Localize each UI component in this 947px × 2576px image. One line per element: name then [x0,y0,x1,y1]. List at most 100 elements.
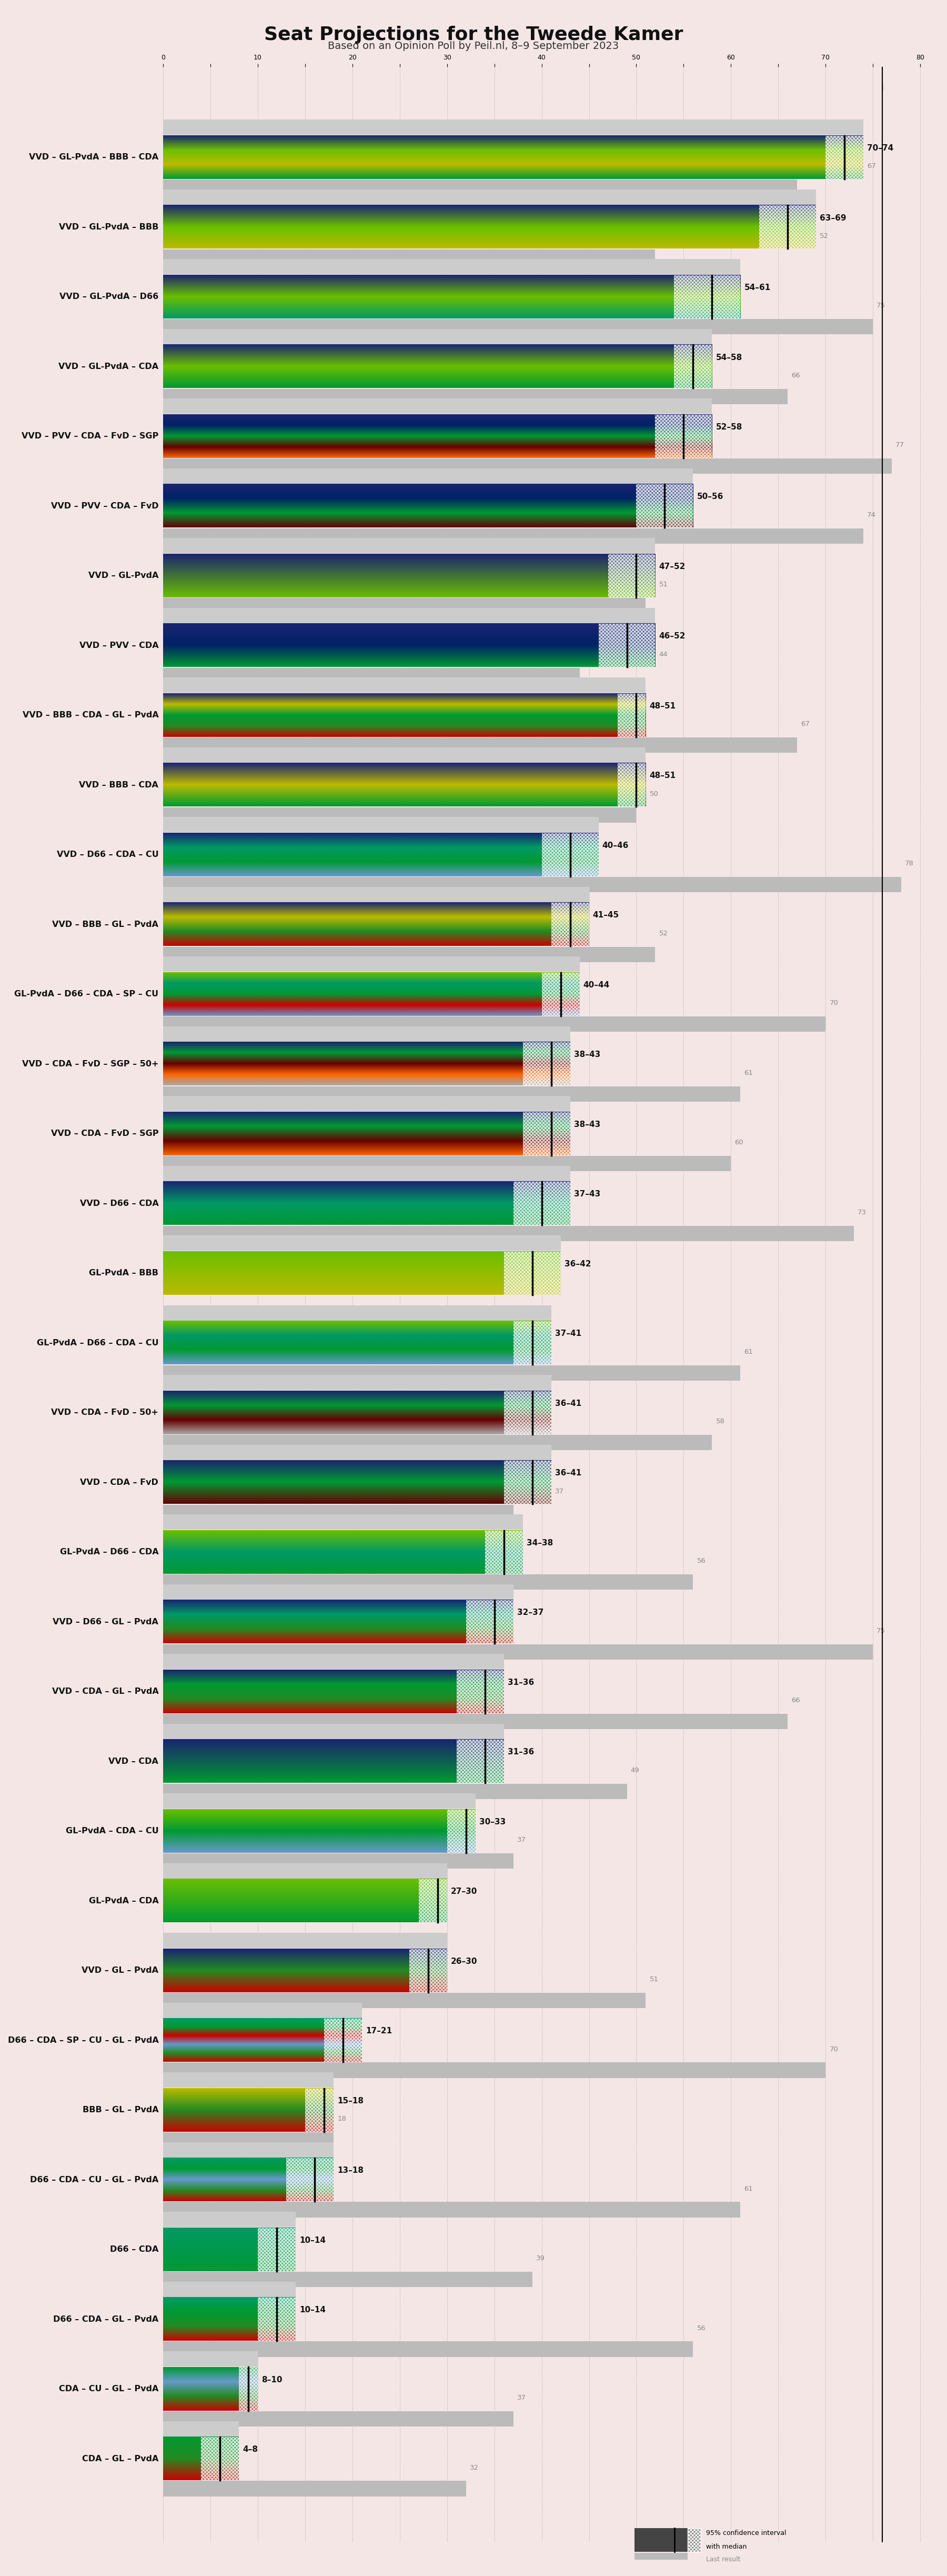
Text: 44: 44 [659,652,668,657]
Bar [163,747,646,762]
Bar [504,1252,561,1296]
Bar [163,1167,570,1180]
Bar [542,832,599,876]
Bar [163,817,599,832]
Text: 48–51: 48–51 [650,773,676,781]
Bar [542,832,599,876]
Text: 37: 37 [517,2396,526,2401]
Bar [447,1808,475,1852]
Bar [456,1739,504,1783]
Bar [409,1950,447,1991]
Text: 37: 37 [555,1489,563,1494]
Bar [258,2228,295,2272]
Bar [201,2437,239,2481]
Text: VVD – CDA – GL – PvdA: VVD – CDA – GL – PvdA [52,1687,158,1695]
Text: 4–8: 4–8 [242,2445,258,2452]
Bar [286,2159,333,2202]
Bar [826,137,864,178]
Text: 26–30: 26–30 [451,1958,477,1965]
Bar [655,415,712,459]
Text: 52: 52 [659,930,668,938]
Text: D66 – CDA – GL – PvdA: D66 – CDA – GL – PvdA [53,2316,158,2324]
Text: 73: 73 [858,1208,867,1216]
Text: CDA – CU – GL – PvdA: CDA – CU – GL – PvdA [59,2385,158,2393]
Text: 63–69: 63–69 [820,214,847,222]
Bar [759,206,816,250]
Text: VVD – GL-PvdA – BBB: VVD – GL-PvdA – BBB [59,224,158,232]
Bar [636,484,693,528]
Bar [163,469,693,484]
Text: GL-PvdA – CDA – CU: GL-PvdA – CDA – CU [65,1826,158,1834]
Text: VVD – CDA – FvD – SGP: VVD – CDA – FvD – SGP [51,1131,158,1139]
Text: VVD – PVV – CDA – FvD: VVD – PVV – CDA – FvD [51,502,158,510]
Bar [286,2159,333,2202]
Bar [163,1723,504,1739]
Bar [674,276,741,319]
Text: 15–18: 15–18 [337,2097,364,2105]
Text: 70: 70 [830,2045,838,2053]
Bar [485,1530,523,1574]
Bar [239,2367,258,2411]
Bar [163,667,580,683]
Bar [163,118,864,134]
Bar [163,1435,712,1450]
Text: 78: 78 [905,860,914,868]
Bar [163,2133,333,2148]
Text: 58: 58 [716,1419,724,1425]
Text: 52: 52 [820,232,829,240]
Bar [163,806,636,822]
Text: 77: 77 [896,443,904,448]
Bar [163,677,646,693]
Bar [409,1950,447,1991]
Text: 61: 61 [744,1347,753,1355]
Text: 39: 39 [536,2254,545,2262]
Bar [163,1852,513,1868]
Bar [163,876,902,891]
Text: GL-PvdA – D66 – CDA – CU: GL-PvdA – D66 – CDA – CU [37,1340,158,1347]
Text: 50–56: 50–56 [697,492,724,500]
Bar [542,974,580,1015]
Bar [163,1584,513,1600]
Text: 38–43: 38–43 [574,1051,600,1059]
Bar [163,459,892,474]
Bar [163,2481,466,2496]
Bar [163,1095,570,1110]
Bar [163,528,864,544]
Text: VVD – GL-PvdA: VVD – GL-PvdA [88,572,158,580]
Bar [674,276,741,319]
Bar [504,1252,561,1296]
Bar [258,2298,295,2342]
Text: 41–45: 41–45 [593,912,619,920]
Bar [634,2530,701,2550]
Text: 56: 56 [697,2324,706,2331]
Text: 10–14: 10–14 [299,2236,326,2244]
Bar [163,1783,627,1798]
Text: 60: 60 [735,1139,743,1146]
Bar [513,1182,570,1226]
Bar [163,1932,447,1947]
Text: 74: 74 [867,513,876,518]
Text: 70: 70 [830,999,838,1007]
Text: 61: 61 [744,2184,753,2192]
Text: 40–46: 40–46 [602,842,629,850]
Text: VVD – GL-PvdA – D66: VVD – GL-PvdA – D66 [60,294,158,301]
Text: 10–14: 10–14 [299,2306,326,2313]
Bar [523,1043,570,1084]
Text: 38–43: 38–43 [574,1121,600,1128]
Text: with median: with median [706,2543,747,2550]
Text: GL-PvdA – BBB: GL-PvdA – BBB [89,1270,158,1278]
Bar [674,345,712,389]
Bar [163,1574,693,1589]
Bar [655,415,712,459]
Bar [163,538,655,554]
Text: Seat Projections for the Tweede Kamer: Seat Projections for the Tweede Kamer [264,26,683,44]
Bar [305,2089,333,2130]
Text: GL-PvdA – D66 – CDA – SP – CU: GL-PvdA – D66 – CDA – SP – CU [14,989,158,997]
Text: VVD – CDA – FvD – SGP – 50+: VVD – CDA – FvD – SGP – 50+ [22,1059,158,1069]
Bar [513,1321,551,1365]
Bar [617,762,646,806]
Text: VVD – GL – PvdA: VVD – GL – PvdA [81,1965,158,1973]
Bar [163,2411,513,2427]
Bar [617,693,646,737]
Bar [163,2342,693,2357]
